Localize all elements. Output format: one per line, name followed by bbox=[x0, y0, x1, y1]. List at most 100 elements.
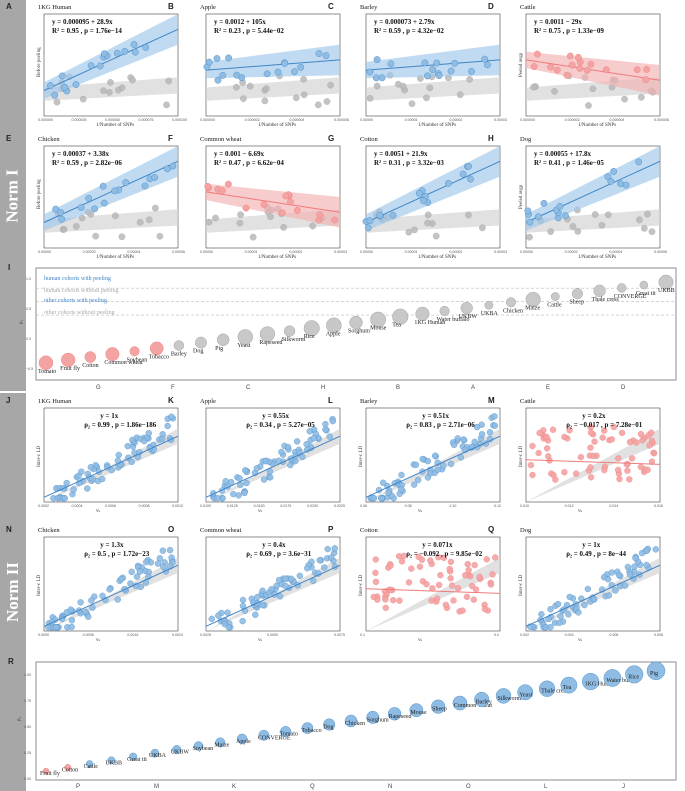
plot-frame bbox=[43, 536, 179, 632]
y-tick-label: 0.50 bbox=[24, 725, 31, 729]
data-point bbox=[547, 63, 555, 71]
x-tick-label: 0.00002 bbox=[289, 250, 302, 254]
data-point bbox=[372, 578, 380, 586]
data-point bbox=[642, 76, 650, 84]
data-point bbox=[614, 466, 622, 474]
data-point bbox=[624, 467, 631, 474]
equation: y = 0.001 − 6.69x bbox=[214, 150, 264, 158]
data-point bbox=[484, 61, 491, 69]
bubble bbox=[525, 291, 541, 307]
data-point bbox=[553, 66, 561, 74]
bubble-label: Tobacco bbox=[149, 354, 169, 360]
data-point bbox=[259, 587, 266, 594]
x-tick-label: 0.0024 bbox=[172, 633, 183, 637]
confidence-band bbox=[206, 183, 340, 228]
data-point bbox=[524, 207, 532, 215]
bubble-label: Dog bbox=[193, 349, 203, 355]
y-axis-label: Before peeling bbox=[37, 47, 42, 77]
bubble-label: Apple bbox=[236, 739, 251, 745]
data-point bbox=[322, 52, 330, 60]
data-point bbox=[552, 476, 559, 483]
data-point bbox=[374, 596, 381, 603]
bubble bbox=[107, 756, 116, 765]
data-point bbox=[637, 463, 645, 471]
data-point bbox=[331, 545, 338, 552]
data-point bbox=[397, 486, 405, 493]
data-point bbox=[545, 453, 552, 460]
bubble bbox=[236, 733, 248, 744]
data-point bbox=[583, 67, 591, 74]
data-point bbox=[429, 66, 437, 73]
data-point bbox=[129, 436, 136, 444]
grey-point bbox=[267, 213, 274, 221]
grey-point bbox=[60, 226, 68, 233]
grey-point bbox=[644, 210, 651, 218]
y-axis-label: Inter-c LD bbox=[37, 445, 42, 467]
bubble-label: Apple bbox=[326, 331, 341, 337]
x-tick-label: 0.00001 bbox=[405, 118, 418, 122]
x-tick-label: 0.00003 bbox=[494, 250, 507, 254]
data-point bbox=[540, 199, 548, 207]
bubble-label: UKBA bbox=[481, 311, 499, 317]
data-point bbox=[644, 466, 651, 474]
data-point bbox=[233, 71, 241, 79]
panel-letter: Q bbox=[488, 525, 494, 534]
data-point bbox=[527, 461, 535, 469]
x-tick-label: 0.000002 bbox=[245, 118, 260, 122]
data-point bbox=[473, 423, 481, 431]
bubble bbox=[193, 741, 204, 751]
x-tick-label: 0.000004 bbox=[609, 118, 624, 122]
data-point bbox=[267, 474, 274, 481]
x-tick-label: 0.0075 bbox=[334, 633, 345, 637]
bubble-label: Tea bbox=[392, 323, 401, 329]
legend-entry: other cohorts with peeling bbox=[44, 298, 107, 304]
data-point bbox=[221, 620, 228, 628]
norm-i-sidebar: Norm I bbox=[0, 0, 26, 391]
bubble bbox=[366, 710, 380, 724]
data-point bbox=[321, 564, 328, 571]
data-point bbox=[168, 413, 175, 420]
grey-point bbox=[92, 232, 100, 240]
x-axis-label: vₖ bbox=[418, 509, 423, 514]
panel-letter: L bbox=[328, 396, 333, 405]
data-point bbox=[631, 563, 638, 570]
panel-title: Barley bbox=[360, 4, 378, 11]
r2-stat: R² = 0.23 , p = 5.44e−02 bbox=[214, 27, 284, 35]
grey-point bbox=[107, 79, 114, 86]
grey-point bbox=[165, 77, 173, 85]
data-point bbox=[604, 576, 612, 583]
x-axis-label: 1/Number of SNPs bbox=[96, 123, 134, 128]
data-point bbox=[424, 474, 432, 481]
y-axis-label: Peeled avgρ bbox=[519, 184, 524, 209]
data-point bbox=[58, 72, 66, 80]
grey-point bbox=[156, 232, 164, 240]
data-point bbox=[398, 558, 406, 565]
data-point bbox=[224, 609, 231, 616]
regression-line bbox=[365, 435, 501, 498]
y-axis-label: Inter-c LD bbox=[519, 574, 524, 596]
data-point bbox=[91, 205, 99, 213]
panel-letter: J bbox=[6, 396, 10, 405]
data-point bbox=[652, 546, 659, 553]
y-axis-label: Inter-c LD bbox=[37, 574, 42, 596]
x-tick-label: 0.0006 bbox=[105, 504, 116, 508]
grey-point bbox=[100, 87, 107, 95]
data-point bbox=[535, 213, 542, 221]
grey-point bbox=[598, 221, 606, 229]
data-point bbox=[51, 91, 59, 99]
grey-point bbox=[53, 98, 61, 106]
confidence-band bbox=[44, 428, 178, 502]
data-point bbox=[467, 175, 474, 183]
data-point bbox=[61, 495, 69, 502]
data-point bbox=[591, 438, 598, 445]
data-point bbox=[389, 211, 397, 219]
bubble bbox=[639, 280, 649, 290]
confidence-band bbox=[44, 557, 178, 631]
data-point bbox=[421, 59, 429, 67]
data-point bbox=[536, 429, 543, 437]
data-point bbox=[440, 554, 448, 562]
